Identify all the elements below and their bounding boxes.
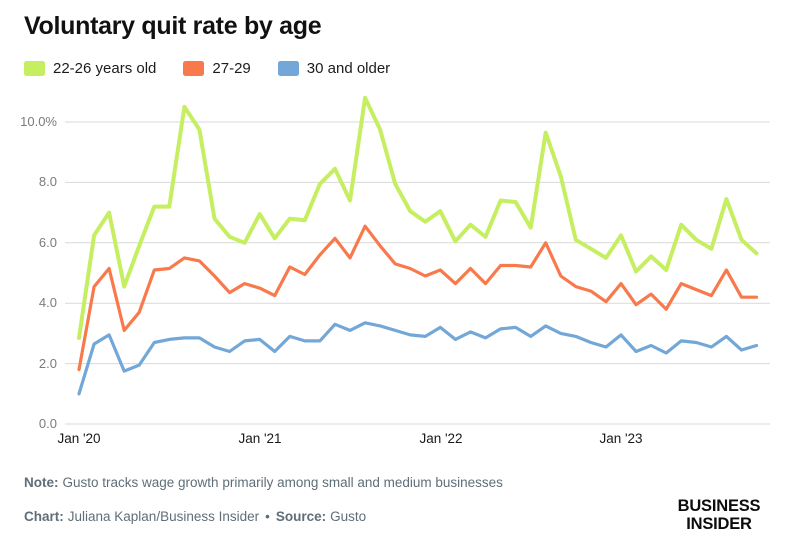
y-axis-label-8: 8.0 (38, 174, 57, 189)
note-text: Note: Gusto tracks wage growth primarily … (24, 475, 503, 490)
credit-line: Chart: Juliana Kaplan/Business Insider • So… (24, 509, 366, 524)
page-title: Voluntary quit rate by age (24, 12, 322, 40)
x-axis-label-jan21: Jan '21 (238, 431, 282, 446)
legend-label-27-29: 27-29 (212, 60, 251, 77)
legend-item-27-29: 27-29 (183, 60, 251, 77)
series-line-30-and-older (77, 321, 759, 396)
credit-separator: • (265, 509, 270, 524)
y-axis-label-2: 2.0 (38, 356, 57, 371)
legend-item-30-older: 30 and older (277, 60, 391, 77)
legend-label-22-26: 22-26 years old (53, 60, 157, 77)
logo-line-1: BUSINESS (677, 497, 761, 515)
source-value: Gusto (330, 509, 367, 524)
note-body: Gusto tracks wage growth primarily among… (62, 475, 503, 490)
business-insider-logo: BUSINESS INSIDER (660, 497, 778, 533)
series-lines (77, 95, 759, 396)
x-axis-label-jan23: Jan '23 (599, 431, 643, 446)
y-axis-label-6: 6.0 (38, 235, 57, 250)
series-line-27-29 (77, 224, 759, 372)
legend-item-22-26: 22-26 years old (24, 60, 156, 77)
logo-line-2: INSIDER (686, 514, 752, 533)
source-label: Source: (275, 509, 327, 524)
series-line-22-26-years-old (77, 95, 759, 340)
y-axis-label-0: 0.0 (38, 416, 57, 431)
legend-swatch-22-26 (24, 61, 45, 76)
x-axis-label-jan20: Jan '20 (57, 431, 101, 446)
y-axis-label-4: 4.0 (38, 295, 57, 310)
legend-swatch-30-older (277, 61, 299, 76)
legend-swatch-27-29 (183, 61, 205, 76)
y-axis-label-10: 10.0% (20, 114, 57, 129)
chart-credit-value: Juliana Kaplan/Business Insider (67, 509, 260, 524)
legend-label-30-older: 30 and older (306, 60, 391, 77)
chart-credit-label: Chart: (24, 509, 64, 524)
x-axis-label-jan22: Jan '22 (419, 431, 463, 446)
note-label: Note: (24, 475, 59, 490)
legend: 22-26 years old 27-29 30 and older (24, 60, 390, 77)
